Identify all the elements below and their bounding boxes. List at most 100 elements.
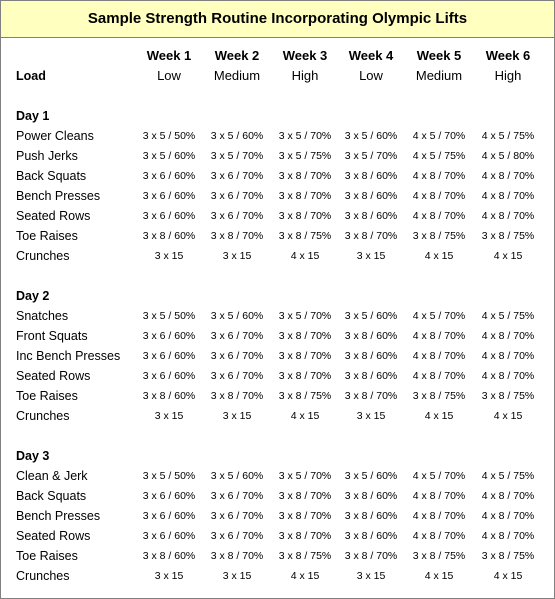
cell: 3 x 8 / 70%	[278, 510, 332, 522]
cell: 3 x 8 / 75%	[278, 550, 332, 562]
day-label: Day 1	[16, 109, 50, 123]
cell: 3 x 8 / 60%	[344, 530, 398, 542]
cell: 4 x 15	[290, 410, 320, 422]
exercise: Seated Rows	[16, 369, 91, 383]
cell: 3 x 6 / 60%	[142, 530, 196, 542]
cell: 3 x 6 / 60%	[142, 170, 196, 182]
cell: 3 x 6 / 60%	[142, 510, 196, 522]
cell: 3 x 5 / 60%	[344, 130, 398, 142]
cell: 3 x 5 / 60%	[210, 470, 264, 482]
cell: 3 x 8 / 60%	[344, 510, 398, 522]
cell: 3 x 6 / 70%	[210, 330, 264, 342]
cell: 4 x 15	[493, 410, 523, 422]
cell: 3 x 6 / 70%	[210, 510, 264, 522]
cell: 4 x 15	[424, 410, 454, 422]
cell: 3 x 8 / 60%	[344, 190, 398, 202]
week-header: Week 4	[348, 48, 394, 63]
cell: 3 x 8 / 70%	[278, 370, 332, 382]
cell: 4 x 15	[493, 570, 523, 582]
cell: 3 x 5 / 60%	[344, 310, 398, 322]
cell: 4 x 5 / 75%	[481, 130, 535, 142]
cell: 3 x 6 / 70%	[210, 370, 264, 382]
cell: 3 x 8 / 75%	[412, 550, 466, 562]
exercise: Crunches	[16, 409, 70, 423]
day-label: Day 3	[16, 449, 50, 463]
cell: 3 x 5 / 70%	[210, 150, 264, 162]
cell: 4 x 5 / 80%	[481, 150, 535, 162]
cell: 3 x 8 / 70%	[210, 550, 264, 562]
cell: 3 x 6 / 60%	[142, 490, 196, 502]
cell: 4 x 15	[290, 570, 320, 582]
cell: 4 x 8 / 70%	[412, 490, 466, 502]
exercise: Toe Raises	[16, 549, 78, 563]
cell: 3 x 5 / 75%	[278, 150, 332, 162]
exercise: Snatches	[16, 309, 69, 323]
cell: 3 x 15	[222, 250, 252, 262]
cell: 3 x 5 / 60%	[142, 150, 196, 162]
cell: 3 x 8 / 70%	[278, 490, 332, 502]
cell: 4 x 15	[493, 250, 523, 262]
cell: 4 x 5 / 75%	[412, 150, 466, 162]
cell: 3 x 6 / 70%	[210, 490, 264, 502]
cell: 4 x 8 / 70%	[481, 510, 535, 522]
exercise: Front Squats	[16, 329, 88, 343]
cell: 4 x 8 / 70%	[412, 190, 466, 202]
load-header: Medium	[213, 68, 261, 83]
cell: 3 x 8 / 70%	[344, 550, 398, 562]
cell: 4 x 8 / 70%	[412, 330, 466, 342]
exercise: Bench Presses	[16, 509, 101, 523]
cell: 4 x 15	[424, 570, 454, 582]
cell: 3 x 6 / 70%	[210, 530, 264, 542]
cell: 3 x 8 / 70%	[210, 390, 264, 402]
cell: 3 x 5 / 60%	[210, 310, 264, 322]
cell: 4 x 8 / 70%	[481, 190, 535, 202]
cell: 4 x 15	[424, 250, 454, 262]
cell: 4 x 8 / 70%	[481, 170, 535, 182]
cell: 3 x 8 / 70%	[344, 390, 398, 402]
cell: 3 x 15	[356, 250, 386, 262]
exercise: Toe Raises	[16, 389, 78, 403]
cell: 3 x 8 / 60%	[344, 370, 398, 382]
cell: 3 x 6 / 60%	[142, 190, 196, 202]
cell: 3 x 5 / 60%	[210, 130, 264, 142]
exercise: Back Squats	[16, 169, 87, 183]
cell: 4 x 8 / 70%	[481, 350, 535, 362]
cell: 4 x 8 / 70%	[412, 170, 466, 182]
week-header: Week 6	[485, 48, 531, 63]
cell: 4 x 8 / 70%	[481, 530, 535, 542]
cell: 3 x 8 / 70%	[344, 230, 398, 242]
cell: 4 x 8 / 70%	[412, 530, 466, 542]
cell: 3 x 8 / 70%	[278, 170, 332, 182]
cell: 3 x 6 / 60%	[142, 370, 196, 382]
load-header: Medium	[415, 68, 463, 83]
cell: 3 x 5 / 70%	[278, 310, 332, 322]
cell: 3 x 5 / 70%	[278, 130, 332, 142]
exercise: Crunches	[16, 249, 70, 263]
cell: 3 x 8 / 75%	[412, 390, 466, 402]
exercise: Push Jerks	[16, 149, 78, 163]
cell: 3 x 15	[222, 570, 252, 582]
cell: 3 x 5 / 60%	[344, 470, 398, 482]
cell: 3 x 15	[154, 410, 184, 422]
exercise: Crunches	[16, 569, 70, 583]
cell: 4 x 5 / 75%	[481, 470, 535, 482]
cell: 3 x 8 / 60%	[344, 350, 398, 362]
cell: 3 x 8 / 60%	[142, 230, 196, 242]
title: Sample Strength Routine Incorporating Ol…	[1, 1, 554, 38]
cell: 3 x 8 / 75%	[412, 230, 466, 242]
load-header: High	[494, 68, 522, 83]
exercise: Back Squats	[16, 489, 87, 503]
cell: 4 x 15	[290, 250, 320, 262]
cell: 3 x 8 / 60%	[344, 490, 398, 502]
cell: 3 x 8 / 60%	[344, 170, 398, 182]
cell: 3 x 8 / 75%	[278, 390, 332, 402]
load-label: Load	[16, 69, 46, 83]
exercise: Clean & Jerk	[16, 469, 88, 483]
day-label: Day 2	[16, 289, 50, 303]
cell: 4 x 8 / 70%	[481, 330, 535, 342]
cell: 3 x 8 / 60%	[142, 550, 196, 562]
week-header: Week 1	[146, 48, 192, 63]
cell: 4 x 5 / 70%	[412, 310, 466, 322]
cell: 3 x 15	[154, 250, 184, 262]
